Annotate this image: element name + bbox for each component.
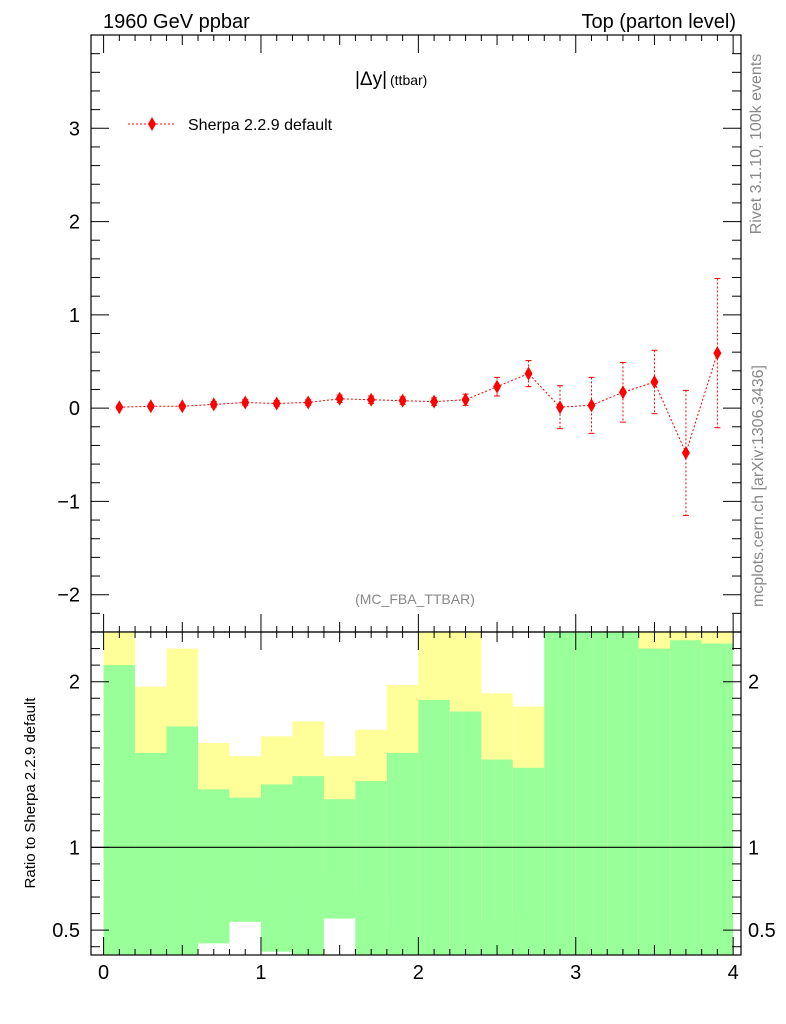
data-point	[650, 375, 659, 390]
data-point	[461, 392, 470, 407]
data-point	[713, 346, 722, 361]
data-point	[241, 395, 250, 410]
ratio-panel-frame	[90, 631, 742, 956]
legend-label: Sherpa 2.2.9 default	[188, 117, 333, 134]
data-point	[335, 391, 344, 406]
data-point	[146, 399, 155, 414]
ratio-y-tick-label: 1	[69, 837, 80, 859]
main-y-tick-label: −2	[57, 585, 80, 607]
ratio-inner-band	[198, 789, 230, 955]
ratio-inner-band	[103, 665, 136, 955]
mcplots-source-label: mcplots.cern.ch [arXiv:1306.3436]	[750, 365, 767, 607]
ratio-inner-band	[135, 752, 167, 955]
ratio-panel: 0.5 0.5 1 1 2 2 0 1 2 3 4 Ratio to Sherpa 2.2.9 de…	[22, 631, 776, 984]
ratio-inner-band	[260, 784, 293, 955]
ratio-x-tick-label: 2	[413, 962, 424, 984]
ratio-inner-band	[386, 752, 419, 955]
main-y-tick-label: 2	[69, 212, 80, 234]
data-point	[618, 385, 627, 400]
ratio-inner-band	[166, 726, 199, 955]
main-y-tick-label: −1	[57, 491, 80, 513]
ratio-y-axis-label: Ratio to Sherpa 2.2.9 default	[22, 697, 39, 889]
data-point	[493, 379, 502, 394]
rivet-version-label: Rivet 3.1.10, 100k events	[748, 54, 765, 235]
data-point	[272, 396, 281, 411]
data-point	[587, 398, 596, 413]
ratio-inner-band	[670, 640, 702, 955]
ratio-y-tick-label: 2	[69, 672, 80, 694]
ratio-inner-band	[512, 767, 545, 955]
ratio-inner-band	[292, 776, 324, 955]
ratio-inner-band	[544, 632, 576, 955]
ratio-x-tick-label: 4	[728, 962, 739, 984]
ratio-inner-band	[418, 699, 450, 955]
ratio-x-tick-label: 0	[98, 962, 109, 984]
legend-marker	[148, 117, 156, 131]
ratio-inner-band	[481, 759, 513, 955]
legend: Sherpa 2.2.9 default	[128, 117, 333, 134]
ratio-inner-band	[607, 632, 639, 955]
data-point	[367, 392, 376, 407]
ratio-x-tick-label: 3	[570, 962, 581, 984]
ratio-inner-band	[355, 781, 387, 955]
data-point	[209, 397, 218, 412]
data-point	[304, 395, 313, 410]
header-left-label: 1960 GeV ppbar	[103, 11, 250, 33]
ratio-x-tick-label: 1	[255, 962, 266, 984]
main-y-tick-label: 3	[69, 118, 80, 140]
series-line	[119, 352, 718, 455]
ratio-inner-band	[575, 632, 608, 955]
data-point	[556, 400, 565, 415]
ratio-y-tick-label-right: 2	[748, 672, 759, 694]
plot-title-main: |Δy|	[355, 69, 387, 90]
data-point	[398, 393, 407, 408]
data-point	[178, 399, 187, 414]
analysis-tag: (MC_FBA_TTBAR)	[355, 591, 475, 607]
main-panel: −2 −1 0 1 2 3 |Δy| (ttbar) Sherpa 2.2.9 defau…	[57, 34, 742, 633]
data-point	[430, 394, 439, 409]
ratio-inner-band	[701, 643, 734, 955]
ratio-y-tick-label: 0.5	[52, 920, 80, 942]
data-point	[115, 400, 124, 415]
plot-title-sub: (ttbar)	[390, 72, 427, 88]
ratio-y-tick-label-right: 1	[748, 837, 759, 859]
main-y-tick-label: 0	[69, 398, 80, 420]
data-point	[524, 366, 533, 381]
header-right-label: Top (parton level)	[581, 11, 736, 33]
ratio-inner-band	[449, 711, 482, 955]
ratio-y-tick-label-right: 0.5	[748, 920, 776, 942]
data-point	[681, 445, 690, 460]
main-y-tick-label: 1	[69, 305, 80, 327]
ratio-inner-band	[638, 648, 671, 955]
